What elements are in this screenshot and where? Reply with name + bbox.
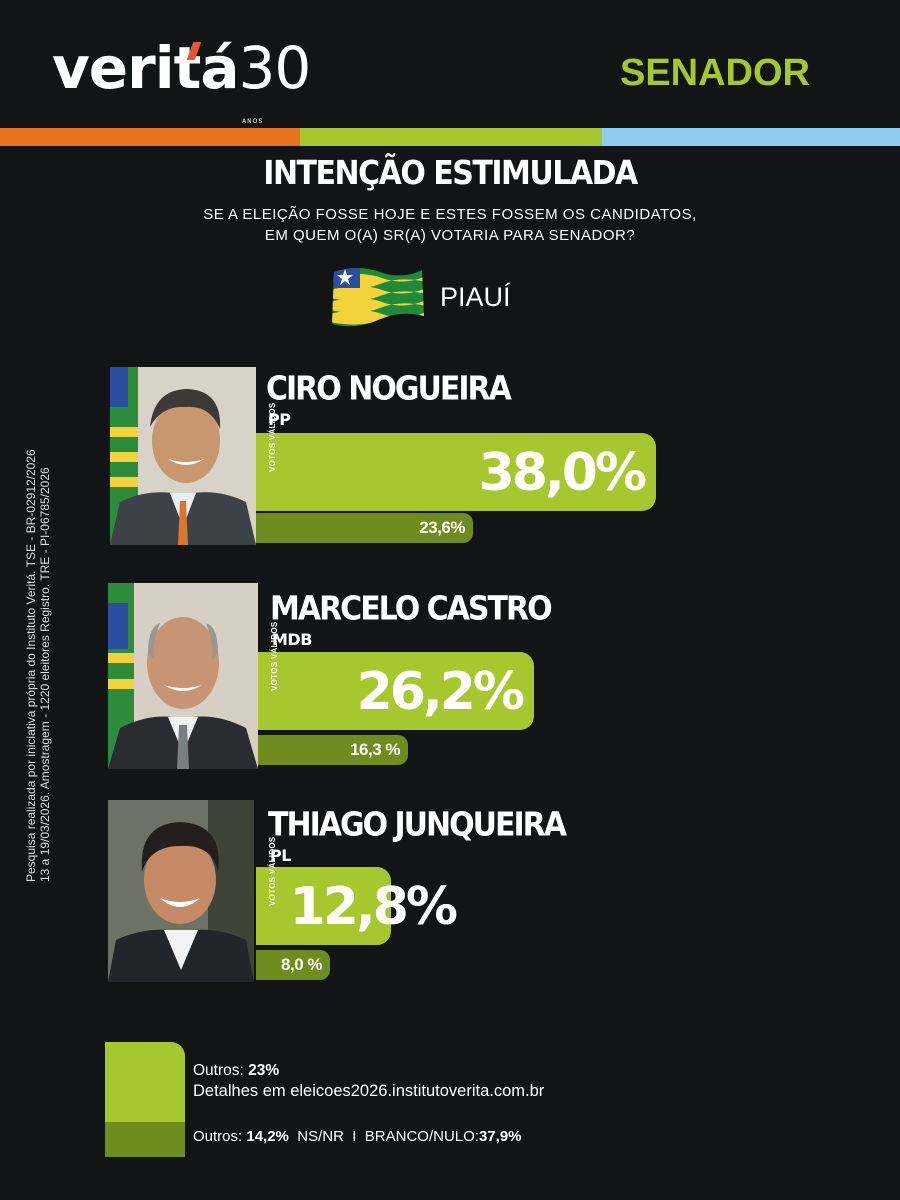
stripe-blue xyxy=(602,128,900,146)
bar-total-label: 16,3 % xyxy=(350,740,400,759)
footer-breakdown: Outros: 14,2% NS/NR I BRANCO/NULO:37,9% xyxy=(193,1128,522,1145)
others-value: 23% xyxy=(248,1062,280,1079)
stripe-green xyxy=(300,128,602,146)
brand-logo: veritá30 ANOS xyxy=(52,34,312,125)
footer-details-link[interactable]: Detalhes em eleicoes2026.institutoverita… xyxy=(193,1082,545,1100)
candidate-name: THIAGO JUNQUEIRA xyxy=(268,806,567,845)
candidate-photo-marcelo xyxy=(108,583,258,769)
candidate-photo-thiago xyxy=(108,800,254,982)
page-title: INTENÇÃO ESTIMULADA xyxy=(263,154,638,193)
logo-anos: ANOS xyxy=(242,118,264,125)
region-name: PIAUÍ xyxy=(440,282,511,312)
others2-value: 14,2% xyxy=(246,1128,289,1145)
bar-valid-votes: VOTOS VÁLIDOS 38,0% xyxy=(256,402,656,511)
footer-others: Outros: 23% xyxy=(193,1062,279,1080)
bar-total-votes: 23,6% xyxy=(256,513,473,543)
separator: I xyxy=(352,1128,357,1145)
nsnr-label: NS/NR xyxy=(297,1128,344,1145)
bar-total-votes: 8,0 % xyxy=(256,950,330,980)
valid-votes-label: VOTOS VÁLIDOS xyxy=(270,621,279,691)
bar-total-votes: 16,3 % xyxy=(258,735,408,765)
bar-valid-label: 26,2% xyxy=(356,662,525,722)
branco-label: BRANCO/NULO: xyxy=(364,1128,479,1145)
bar-total-label: 8,0 % xyxy=(281,955,322,974)
valid-votes-label: VOTOS VÁLIDOS xyxy=(268,402,277,472)
office-heading: SENADOR xyxy=(619,52,810,94)
candidate-party: PP xyxy=(268,410,291,429)
question-line-1: SE A ELEIÇÃO FOSSE HOJE E ESTES FOSSEM O… xyxy=(203,206,697,223)
logo-text: veritá xyxy=(52,34,239,102)
branco-value: 37,9% xyxy=(478,1128,522,1145)
candidate-party: MDB xyxy=(272,630,312,649)
methodology-note: Pesquisa realizada por iniciativa própri… xyxy=(24,342,52,882)
candidate-name: CIRO NOGUEIRA xyxy=(266,370,512,409)
bar-valid-label: 38,0% xyxy=(478,443,647,503)
footer-legend-swatch xyxy=(105,1042,185,1157)
valid-votes-label: VOTOS VÁLIDOS xyxy=(268,836,277,906)
bar-total-label: 23,6% xyxy=(419,518,465,537)
piaui-flag-icon xyxy=(330,264,426,330)
bar-valid-votes: VOTOS VÁLIDOS 26,2% xyxy=(258,621,534,730)
question-line-2: EM QUEM O(A) SR(A) VOTARIA PARA SENADOR? xyxy=(264,227,636,244)
others2-label: Outros: xyxy=(193,1128,243,1145)
logo-anniversary: 30 xyxy=(238,34,312,102)
bar-valid-votes: VOTOS VÁLIDOS 12,8% xyxy=(256,836,458,945)
methodology-line-2: 13 a 19/03/2026. Amostragem - 1220 eleit… xyxy=(38,467,52,882)
candidate-party: PL xyxy=(270,846,291,865)
stripe-orange xyxy=(0,128,300,146)
candidate-photo-ciro xyxy=(110,367,256,545)
bar-valid-label: 12,8% xyxy=(289,877,458,937)
candidate-name: MARCELO CASTRO xyxy=(270,590,553,629)
methodology-line-1: Pesquisa realizada por iniciativa própri… xyxy=(24,449,38,882)
others-label: Outros: xyxy=(193,1062,244,1079)
